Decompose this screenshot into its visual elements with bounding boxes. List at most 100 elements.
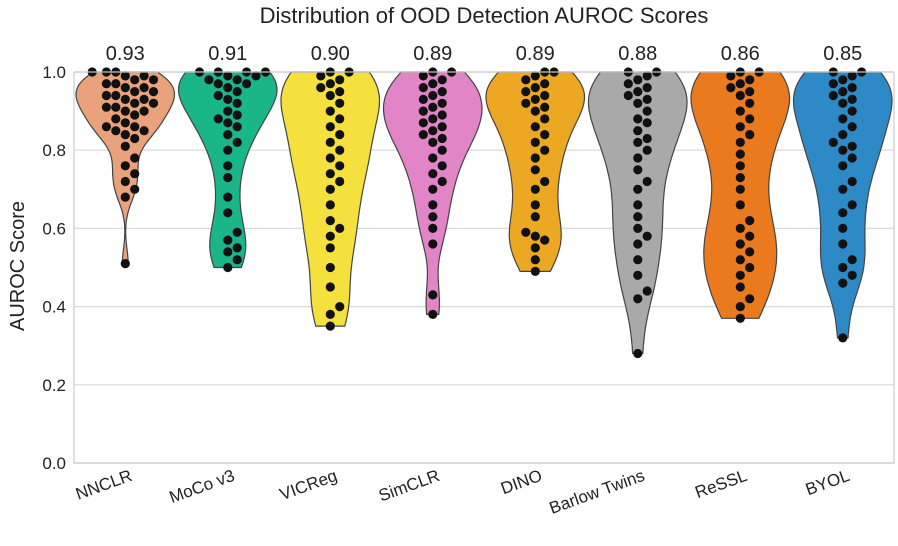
x-tick-label: SimCLR — [376, 466, 442, 506]
data-points — [87, 67, 867, 359]
data-point — [428, 79, 438, 89]
data-point — [120, 192, 130, 202]
data-point — [418, 94, 428, 104]
data-point — [223, 106, 233, 116]
data-point — [530, 231, 540, 241]
data-point — [745, 216, 755, 226]
data-point — [437, 110, 447, 120]
data-point — [428, 137, 438, 147]
data-point — [521, 87, 531, 97]
data-point — [838, 223, 848, 233]
data-point — [437, 122, 447, 132]
data-point — [745, 75, 755, 85]
data-point — [223, 247, 233, 257]
data-point — [530, 200, 540, 210]
data-point — [213, 79, 223, 89]
data-point — [633, 137, 643, 147]
data-point — [223, 118, 233, 128]
data-point — [437, 161, 447, 171]
x-tick-label: DINO — [498, 466, 544, 498]
data-point — [335, 87, 345, 97]
data-point — [325, 184, 335, 194]
data-point — [335, 145, 345, 155]
data-point — [838, 75, 848, 85]
data-point — [847, 153, 857, 163]
data-point — [325, 122, 335, 132]
data-point — [120, 130, 130, 140]
data-point — [847, 270, 857, 280]
data-point — [633, 165, 643, 175]
data-point — [540, 79, 550, 89]
data-point — [139, 94, 149, 104]
data-point — [521, 227, 531, 237]
data-point — [428, 153, 438, 163]
data-point — [232, 227, 242, 237]
data-point — [745, 87, 755, 97]
data-point — [223, 71, 233, 81]
data-point — [335, 223, 345, 233]
data-point — [847, 71, 857, 81]
data-point — [642, 133, 652, 144]
data-point — [838, 262, 848, 273]
data-point — [130, 122, 140, 132]
data-point — [838, 333, 848, 343]
data-point — [148, 75, 159, 85]
data-point — [838, 98, 848, 108]
data-point — [120, 141, 130, 151]
data-point — [418, 130, 428, 140]
data-point — [418, 118, 428, 128]
data-point — [232, 75, 242, 85]
data-point — [633, 184, 643, 194]
data-point — [316, 71, 326, 81]
mean-label: 0.90 — [311, 43, 350, 65]
data-point — [213, 114, 223, 124]
data-point — [223, 94, 233, 104]
data-point — [540, 176, 550, 187]
data-point — [838, 239, 848, 249]
data-point — [223, 235, 233, 245]
y-tick-labels: 0.0 0.2 0.4 0.6 0.8 1.0 — [42, 63, 66, 473]
data-point — [838, 145, 848, 155]
data-point — [335, 130, 345, 140]
data-point — [111, 90, 121, 101]
y-axis-label: AUROC Score — [7, 201, 29, 331]
data-point — [633, 255, 643, 265]
data-point — [633, 223, 643, 233]
y-tick-label: 1.0 — [42, 63, 66, 82]
data-point — [111, 114, 121, 124]
data-point — [530, 122, 540, 132]
data-point — [428, 309, 438, 319]
data-point — [101, 79, 111, 89]
data-point — [540, 145, 550, 155]
data-point — [101, 90, 111, 101]
y-tick-label: 0.8 — [42, 141, 66, 160]
data-point — [828, 137, 838, 147]
data-point — [130, 153, 140, 163]
data-point — [139, 71, 149, 81]
data-point — [847, 122, 857, 132]
data-point — [148, 87, 159, 97]
data-point — [540, 102, 550, 112]
data-point — [530, 184, 540, 194]
y-tick-label: 0.4 — [42, 298, 66, 317]
data-point — [232, 110, 242, 120]
data-point — [335, 161, 345, 171]
data-point — [437, 145, 447, 155]
data-point — [325, 231, 335, 241]
data-point — [838, 208, 848, 218]
mean-label: 0.89 — [516, 43, 555, 65]
mean-label: 0.89 — [413, 43, 452, 65]
data-point — [642, 286, 652, 296]
violin-byol — [792, 71, 893, 339]
data-point — [428, 126, 438, 136]
data-point — [735, 173, 745, 183]
x-tick-labels: NNCLR MoCo v3 VICReg SimCLR DINO Barlow Twins… — [73, 466, 852, 518]
mean-label: 0.85 — [823, 43, 862, 65]
data-point — [325, 216, 335, 226]
data-point — [735, 223, 745, 233]
data-point — [428, 223, 438, 233]
data-point — [428, 169, 438, 179]
data-point — [633, 239, 643, 249]
data-point — [325, 243, 335, 253]
data-point — [642, 106, 652, 116]
